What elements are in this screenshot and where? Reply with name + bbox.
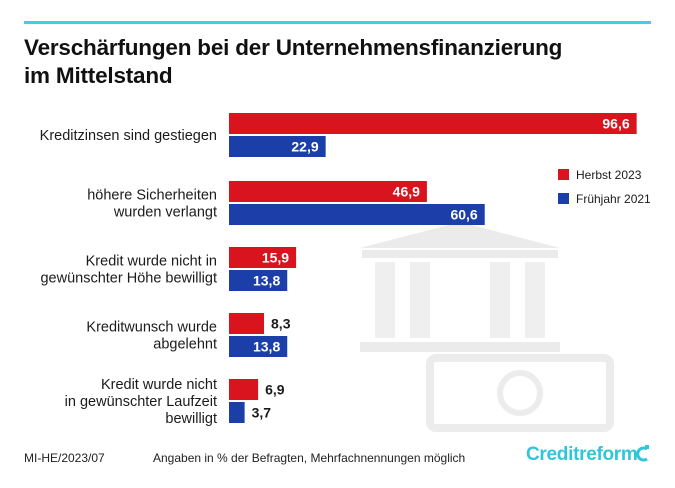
bar-value-label: 60,6 [450,207,477,223]
category-label: Kreditwunsch wurde [86,320,217,336]
category-label: Kredit wurde nicht [101,377,217,393]
category-label: Kredit wurde nicht in [86,254,217,270]
bar-herbst-2023 [229,247,297,268]
bar-value-label: 15,9 [262,250,289,266]
bar-fruehjahr-2021 [229,204,485,225]
category-label: gewünschter Höhe bewilligt [40,271,217,287]
bar-herbst-2023 [229,313,265,334]
creditreform-c-icon [636,445,649,462]
bar-fruehjahr-2021 [229,402,245,423]
bar-fruehjahr-2021 [229,136,326,157]
top-accent-rule [24,21,651,24]
bar-value-label: 22,9 [291,139,318,155]
legend-swatch [558,169,569,180]
chart-title: Verschärfungen bei der Unternehmensfinan… [24,34,644,90]
legend-label: Frühjahr 2021 [576,192,651,206]
brand-logo-text: Creditreform [526,444,638,465]
bar-value-label: 13,8 [253,339,280,355]
bar-herbst-2023 [229,181,427,202]
bar-value-label: 13,8 [253,273,280,289]
category-label: höhere Sicherheiten [87,188,217,204]
bank-watermark-icon [360,222,614,432]
footer-note: Angaben in % der Befragten, Mehrfachnenn… [153,451,466,465]
bar-fruehjahr-2021 [229,270,288,291]
bar-herbst-2023 [229,379,259,400]
category-label: in gewünschter Laufzeit [65,394,217,410]
bar-value-label: 3,7 [252,405,272,421]
bar-herbst-2023 [229,113,637,134]
chart-title-line-1: Verschärfungen bei der Unternehmensfinan… [24,35,563,60]
footer-code: MI-HE/2023/07 [24,451,105,465]
category-label: wurden verlangt [113,205,217,221]
bar-value-label: 6,9 [265,382,285,398]
bar-value-label: 8,3 [271,316,291,332]
category-label: bewilligt [165,411,217,427]
chart-title-line-2: im Mittelstand [24,63,173,88]
legend-label: Herbst 2023 [576,168,642,182]
legend-swatch [558,193,569,204]
bar-fruehjahr-2021 [229,336,288,357]
category-label: Kreditzinsen sind gestiegen [40,128,217,144]
bar-value-label: 46,9 [393,184,420,200]
category-label: abgelehnt [153,337,217,353]
bar-value-label: 96,6 [602,116,629,132]
